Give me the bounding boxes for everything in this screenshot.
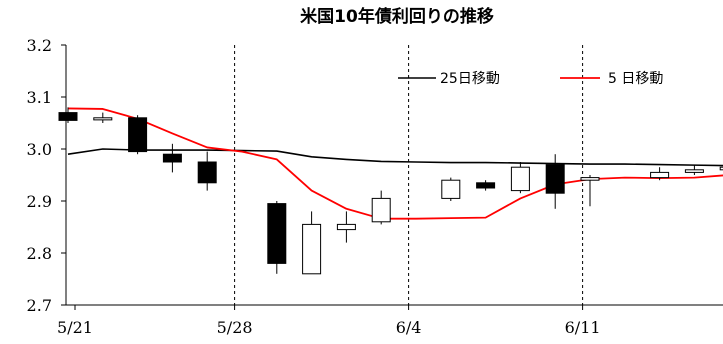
candle-body-up <box>510 166 530 192</box>
axes: 3.2 3.1 3.0 2.9 2.8 2.7 5/21 5/28 6/4 6/11 <box>27 36 723 337</box>
candle-body-up <box>650 171 670 179</box>
candle <box>719 166 723 171</box>
candle-body-up <box>336 223 356 231</box>
candle <box>267 201 287 274</box>
candle <box>650 167 670 181</box>
y-tick-label: 2.7 <box>27 296 52 315</box>
y-tick-label: 2.8 <box>27 244 52 263</box>
y-tick-label: 3.2 <box>27 36 52 55</box>
x-tick-label: 6/11 <box>565 318 601 337</box>
legend: 25日移動 5 日移動 <box>398 71 663 87</box>
y-tick-label: 2.9 <box>27 192 52 211</box>
candle <box>93 112 113 123</box>
ma5-line <box>67 107 723 220</box>
candle <box>197 151 217 191</box>
candle-body-down <box>267 203 287 264</box>
candle <box>545 154 565 209</box>
legend-label-ma25: 25日移動 <box>440 71 500 87</box>
candle-body-up <box>441 179 461 199</box>
candle <box>128 115 148 155</box>
candle <box>302 211 322 275</box>
candle-body-up <box>580 177 600 181</box>
candle-body-down <box>476 182 496 189</box>
candle-body-up <box>719 166 723 171</box>
candle <box>162 143 182 173</box>
candle-body-up <box>684 169 704 173</box>
candle-body-up <box>371 197 391 223</box>
candle-body-down <box>58 112 78 121</box>
candle <box>336 211 356 243</box>
candle-body-down <box>128 117 148 153</box>
candle <box>510 162 530 194</box>
candle-body-up <box>93 117 113 121</box>
ma25-line <box>67 148 723 167</box>
grid-lines <box>234 45 584 305</box>
x-tick-label: 5/28 <box>217 318 253 337</box>
candle <box>580 175 600 207</box>
y-tick-label: 3.1 <box>27 88 52 107</box>
x-tick-label: 5/21 <box>57 318 93 337</box>
candlesticks <box>58 107 723 275</box>
candle-body-down <box>545 164 565 194</box>
x-tick-label: 6/4 <box>396 318 422 337</box>
chart-title: 米国10年債利回りの推移 <box>300 6 494 27</box>
candle <box>58 107 78 123</box>
y-tick-label: 3.0 <box>27 140 52 159</box>
legend-label-ma5: 5 日移動 <box>608 71 663 87</box>
candle <box>684 164 704 175</box>
candle-body-up <box>302 223 322 275</box>
candle <box>476 180 496 191</box>
moving-average-lines <box>67 107 723 220</box>
candle <box>441 177 461 201</box>
candle-body-down <box>162 153 182 163</box>
candle-body-down <box>197 161 217 184</box>
candle <box>371 190 391 225</box>
